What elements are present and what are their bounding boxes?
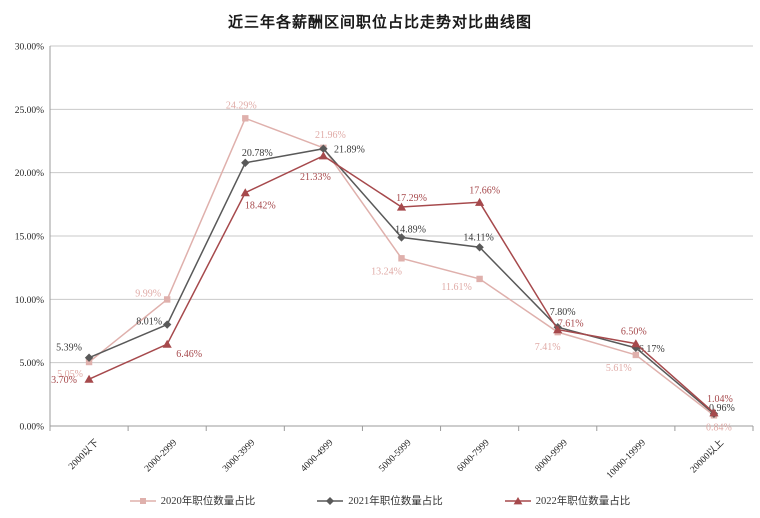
y-axis-label: 30.00% [15,43,44,53]
x-axis-label: 3000-3999 [221,438,257,474]
data-label: 14.11% [463,232,493,243]
y-axis-label: 15.00% [15,233,44,243]
x-axis-label: 6000-7999 [456,438,492,474]
chart-legend: 2020年职位数量占比 2021年职位数量占比 2022年职位数量占比 [0,493,760,508]
x-axis-label: 10000-19999 [605,438,648,481]
data-label: 0.96% [709,403,735,414]
data-point-2021 [397,233,406,242]
data-point-2022 [84,374,94,383]
data-label: 5.05% [57,369,83,380]
x-axis-label: 2000以下 [67,437,102,472]
y-axis-label: 25.00% [15,106,44,116]
chart-title: 近三年各薪酬区间职位占比走势对比曲线图 [227,15,532,31]
data-label: 14.89% [395,224,426,235]
x-axis-label: 8000-9999 [534,438,570,474]
y-axis-label: 0.00% [19,423,44,433]
data-label: 7.41% [535,342,561,353]
y-axis-label: 10.00% [15,296,44,306]
y-axis-label: 20.00% [15,169,44,179]
data-label: 17.66% [469,185,500,196]
data-label: 6.50% [621,327,647,338]
data-label: 6.17% [639,344,665,355]
data-point-2020 [85,358,93,366]
data-label: 7.80% [550,307,576,318]
data-label: 5.61% [606,363,632,374]
data-label: 17.29% [396,193,427,204]
legend-marker-2020-icon [129,496,156,506]
legend-item-2022: 2022年职位数量占比 [504,493,631,508]
data-point-2022 [631,339,641,348]
data-point-2021 [241,158,250,167]
legend-label-2021: 2021年职位数量占比 [348,496,443,507]
data-point-2020 [632,351,640,359]
legend-item-2021: 2021年职位数量占比 [317,493,443,508]
data-label: 11.61% [441,282,471,293]
data-point-2021 [84,353,94,362]
data-label: 3.70% [51,375,77,386]
data-point-2020 [398,255,405,262]
x-axis-label: 5000-5999 [377,438,413,474]
data-point-2022 [162,339,172,348]
y-axis-label: 5.00% [19,359,44,369]
data-label: 5.39% [56,343,82,354]
data-label: 21.33% [300,172,331,183]
data-point-2022 [709,408,719,417]
legend-label-2020: 2020年职位数量占比 [160,496,256,507]
data-label: 20.78% [242,148,273,159]
data-label: 9.99% [135,288,161,299]
data-label: 7.61% [558,319,584,330]
data-point-2022 [396,202,407,211]
legend-label-2022: 2022年职位数量占比 [535,496,631,507]
legend-marker-2021-icon [317,496,344,506]
x-axis-label: 20000以上 [688,437,726,475]
data-label: 21.89% [334,145,365,156]
data-point-2020 [476,275,483,283]
data-point-2020 [163,296,171,303]
legend-item-2020: 2020年职位数量占比 [129,493,256,508]
data-point-2021 [475,243,484,252]
series-line-2021 [88,147,715,415]
data-label: 6.46% [176,349,202,360]
data-point-2022 [240,188,250,197]
data-point-2022 [318,151,328,160]
data-point-2020 [242,115,249,122]
data-point-2022 [553,325,563,334]
legend-marker-2022-icon [504,496,531,506]
data-point-2021 [319,144,328,153]
data-label: 8.01% [136,317,162,328]
data-label: 18.42% [245,201,276,212]
data-label: 21.96% [315,130,346,141]
data-label: 13.24% [371,266,402,277]
data-point-2021 [162,320,172,329]
data-label: 1.04% [707,394,733,405]
data-point-2022 [475,197,485,206]
data-label: 0.84% [706,422,732,433]
x-axis-label: 4000-4999 [299,438,335,474]
x-axis-label: 2000-2999 [143,438,179,474]
data-label: 24.29% [226,100,257,111]
